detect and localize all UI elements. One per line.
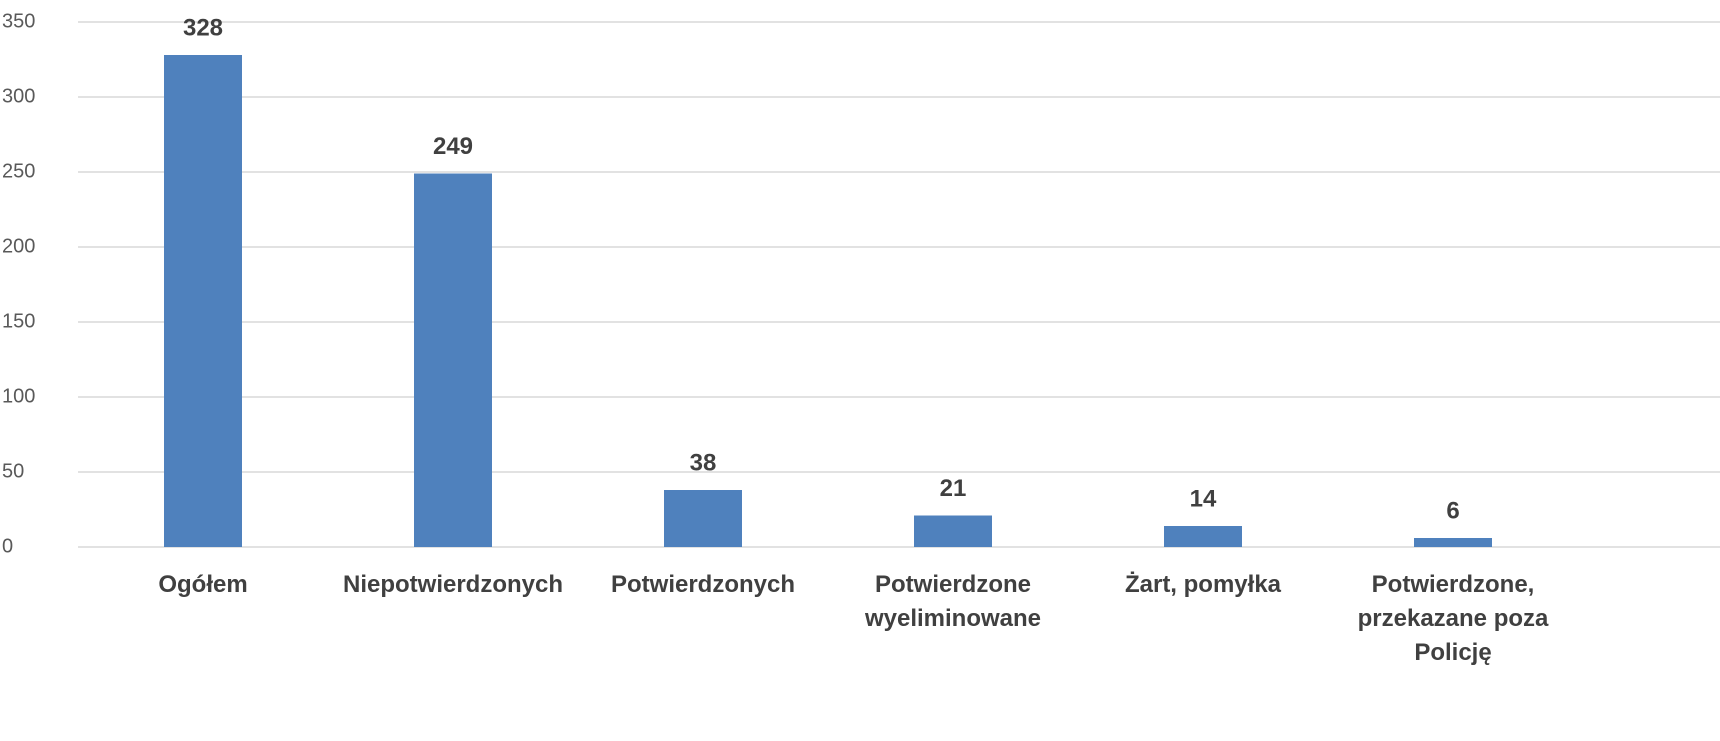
x-tick-label-box: Ogółem <box>158 571 248 598</box>
y-tick-label: 350 <box>2 10 35 32</box>
y-tick-label: 300 <box>2 85 35 107</box>
y-tick-label: 200 <box>2 235 35 257</box>
y-tick-label: 0 <box>2 535 13 557</box>
y-tick-label: 50 <box>2 460 24 482</box>
x-tick-label: Niepotwierdzonych <box>342 571 564 598</box>
value-label: 38 <box>690 449 717 476</box>
bar <box>914 515 992 547</box>
bar <box>1414 538 1492 547</box>
value-label: 6 <box>1446 497 1459 524</box>
x-tick-label: Potwierdzonych <box>610 571 796 598</box>
x-tick-label-box: Potwierdzone, przekazane poza Policję <box>1357 571 1549 666</box>
y-tick-label: 100 <box>2 385 35 407</box>
bar <box>414 173 492 547</box>
x-tick-label: Ogółem <box>158 571 248 598</box>
x-tick-label: Żart, pomyłka <box>1124 571 1282 598</box>
x-tick-label-box: Potwierdzonych <box>610 571 796 598</box>
x-tick-label-box: Niepotwierdzonych <box>342 571 564 598</box>
bar <box>164 55 242 547</box>
bar <box>664 490 742 547</box>
bar <box>1164 526 1242 547</box>
value-label: 21 <box>940 475 967 502</box>
x-tick-label: Potwierdzone wyeliminowane <box>864 571 1042 632</box>
value-label: 328 <box>183 14 223 41</box>
y-tick-label: 150 <box>2 310 35 332</box>
value-label: 14 <box>1190 485 1217 512</box>
x-tick-label: Potwierdzone, przekazane poza Policję <box>1357 571 1549 666</box>
value-label: 249 <box>433 133 473 160</box>
x-tick-label-box: Żart, pomyłka <box>1124 571 1282 598</box>
y-tick-label: 250 <box>2 160 35 182</box>
x-tick-label-box: Potwierdzone wyeliminowane <box>864 571 1042 632</box>
